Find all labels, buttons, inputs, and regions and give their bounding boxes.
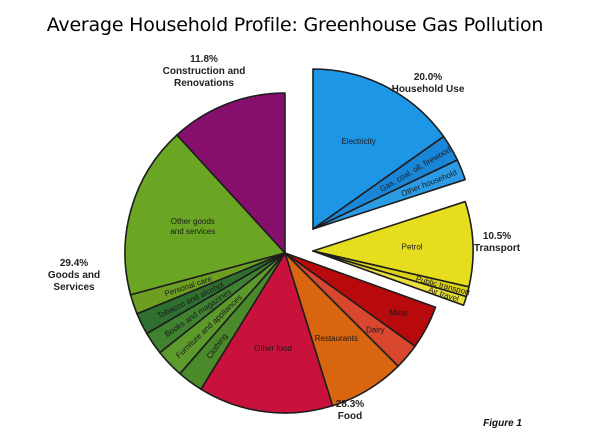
slice-label-other-food: Other food: [254, 344, 292, 353]
slice-label-electricity: Electricity: [341, 137, 375, 146]
group-label-transport: 10.5% Transport: [474, 231, 521, 254]
pie-slice-other-food: [200, 252, 334, 414]
pie-slice-other-household: [312, 159, 466, 230]
slice-label-restaurants: Restaurants: [315, 334, 358, 343]
slice-label-other-goods-and-services: Other goods and services: [170, 217, 215, 236]
chart-title: Average Household Profile: Greenhouse Ga…: [46, 14, 544, 36]
group-label-food: 28.3% Food: [336, 399, 364, 422]
pie-slice-electricity: [312, 68, 445, 230]
slice-label-dairy: Dairy: [366, 326, 385, 335]
group-label-household-use: 20.0% Household Use: [392, 72, 465, 95]
group-label-goods-and-services: 29.4% Goods and Services: [48, 258, 100, 293]
pie-slice-petrol: [312, 200, 474, 288]
pie-slice-air-travel: [312, 250, 468, 306]
group-label-construction-and-renovations: 11.8% Construction and Renovations: [163, 54, 246, 89]
pie-slice-other-goods-and-services: [124, 134, 286, 296]
slice-label-meat: Meat: [389, 309, 408, 318]
pie-slice-construction-and-renovations: [176, 92, 286, 254]
slice-label-petrol: Petrol: [402, 243, 423, 252]
figure-caption: Figure 1: [483, 418, 522, 429]
